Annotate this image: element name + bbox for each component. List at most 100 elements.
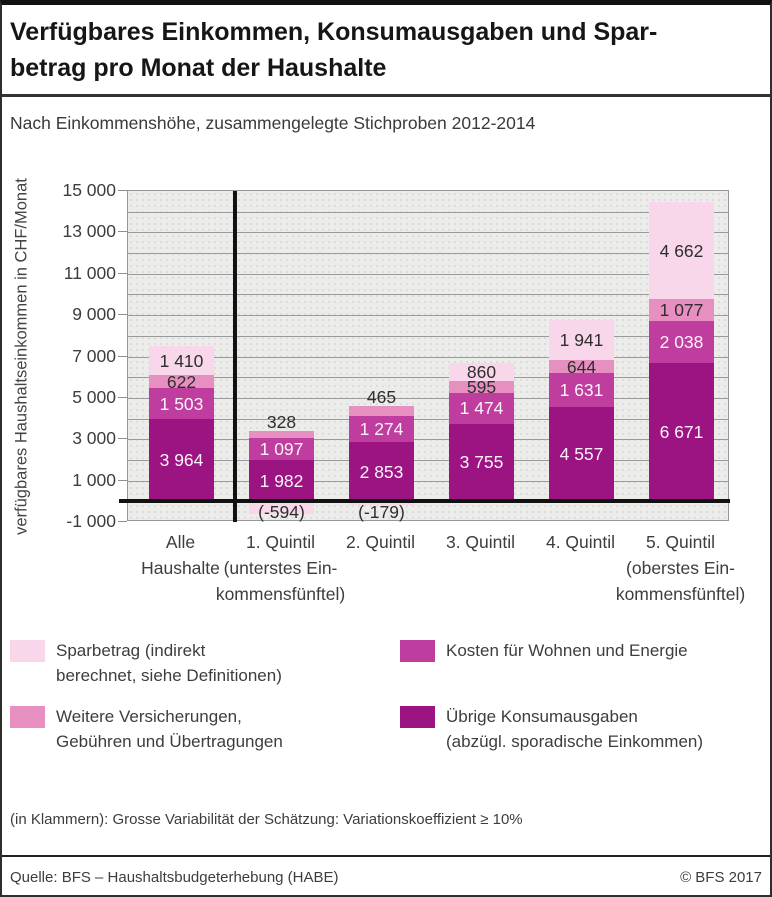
gridline: [128, 357, 728, 358]
bar-segment-sparbetrag: [249, 501, 314, 514]
bar-segment-versicherungen: [349, 406, 414, 416]
bar-segment-uebrige: [649, 363, 714, 502]
bar-value-label: 622: [166, 371, 197, 392]
bar-segment-uebrige: [149, 419, 214, 502]
bar-segment-sparbetrag: [449, 363, 514, 381]
legend-item-sparbetrag: Sparbetrag (indirekt berechnet, siehe De…: [10, 638, 400, 688]
bar-value-label: 1 097: [259, 438, 304, 459]
bar-segment-wohnen: [149, 388, 214, 420]
x-category-label: 4. Quintil: [545, 532, 616, 552]
bar-segment-versicherungen: [249, 430, 314, 438]
bar-segment-versicherungen: [149, 375, 214, 389]
bar-value-label: 1 077: [659, 300, 704, 320]
bar-segment-wohnen: [549, 373, 614, 408]
source-row: Quelle: BFS – Haushaltsbudgeterhebung (H…: [10, 869, 762, 886]
gridline: [128, 294, 728, 295]
y-tick-mark: [118, 396, 127, 398]
legend-label: Kosten für Wohnen und Energie: [446, 641, 688, 660]
zero-axis-line: [119, 499, 730, 504]
x-category-label: 2. Quintil: [345, 532, 416, 552]
y-tick-label: 11 000: [63, 262, 116, 283]
legend: Sparbetrag (indirekt berechnet, siehe De…: [10, 638, 764, 754]
bar-value-label: 1 410: [159, 350, 204, 371]
bar-segment-uebrige: [449, 423, 514, 502]
bar-value-label: 860: [466, 361, 497, 382]
bar-value-label: 6 671: [659, 422, 704, 443]
bar-value-label: 4 662: [659, 240, 704, 261]
bar-value-label: 1 274: [359, 419, 404, 440]
bar-segment-sparbetrag: [149, 346, 214, 376]
gridline: [128, 460, 728, 461]
y-tick-mark: [118, 272, 127, 274]
bar-segment-uebrige: [549, 407, 614, 502]
legend-item-uebrige: Übrige Konsumausgaben (abzügl. sporadisc…: [400, 704, 764, 754]
y-tick-mark: [118, 438, 127, 440]
y-tick-mark: [118, 231, 127, 233]
gridline: [128, 212, 728, 213]
bar-segment-versicherungen: [449, 380, 514, 394]
x-category-label: 5. Quintil (oberstes Ein- kommensfünftel…: [615, 532, 746, 604]
plot-area: 3 964 1 503 622 1 410 1 982 1 097 328 (-594) 2 8…: [119, 190, 730, 523]
y-tick-label: 15 000: [62, 180, 116, 200]
y-tick-label: -1 000: [66, 511, 116, 531]
page-title: Verfügbares Einkommen, Konsumausgaben un…: [2, 5, 770, 97]
bar-value-label: 328: [266, 411, 297, 432]
bar-segment-wohnen: [349, 415, 414, 443]
bar-segment-versicherungen: [649, 298, 714, 322]
stacked-bar-chart: verfügbares Haushaltseinkommen in CHF/Mo…: [2, 5, 770, 635]
bar-value-label: 1 982: [259, 470, 304, 491]
bar-segment-uebrige: [349, 442, 414, 502]
legend-item-wohnen: Kosten für Wohnen und Energie: [400, 638, 764, 688]
gridline: [128, 419, 728, 420]
gridline: [128, 377, 728, 378]
gridline: [128, 398, 728, 399]
bar-segment-sparbetrag: [649, 202, 714, 299]
legend-label: Sparbetrag (indirekt berechnet, siehe De…: [56, 641, 282, 685]
bar-segment-sparbetrag: [549, 319, 614, 360]
y-tick-mark: [118, 355, 127, 357]
legend-swatch-wohnen: [400, 640, 435, 662]
group-divider-line: [233, 191, 237, 522]
y-tick-label: 7 000: [72, 345, 116, 366]
x-category-label: Alle Haushalte: [141, 532, 220, 578]
bar-segment-versicherungen: [549, 359, 614, 374]
chart-subtitle: Nach Einkommenshöhe, zusammengelegte Sti…: [10, 113, 536, 133]
bar-value-label: 1 631: [559, 380, 604, 401]
source-text: Quelle: BFS – Haushaltsbudgeterhebung (H…: [10, 869, 339, 886]
bar-value-label: (-594): [258, 502, 305, 523]
bar-value-label: (-179): [358, 502, 405, 523]
bar-segment-wohnen: [649, 321, 714, 364]
bar-value-label: 595: [466, 376, 497, 397]
y-tick-label: 5 000: [72, 386, 116, 407]
x-category-label: 3. Quintil: [445, 532, 516, 552]
y-tick-mark: [118, 314, 127, 316]
y-tick-label: 1 000: [72, 469, 116, 490]
y-tick-mark: [118, 521, 127, 522]
bar-value-label: 1 474: [459, 398, 504, 419]
bar-value-label: 1 941: [559, 329, 604, 350]
bar-value-label: 3 755: [459, 452, 504, 473]
y-tick-mark: [118, 190, 127, 191]
gridline: [128, 481, 728, 482]
bar-value-label: 2 853: [359, 461, 404, 482]
y-tick-label: 3 000: [72, 428, 116, 449]
bar-segment-uebrige: [249, 460, 314, 502]
bar-value-label: 644: [566, 356, 597, 377]
legend-item-versicherungen: Weitere Versicherungen, Gebühren und Übe…: [10, 704, 400, 754]
copyright-text: © BFS 2017: [680, 869, 762, 886]
legend-label: Übrige Konsumausgaben (abzügl. sporadisc…: [446, 707, 704, 751]
bar-value-label: 4 557: [559, 444, 604, 465]
y-tick-mark: [118, 479, 127, 481]
bar-value-label: 1 503: [159, 393, 204, 414]
y-tick-label: 9 000: [72, 304, 116, 325]
bar-segment-wohnen: [249, 437, 314, 461]
bar-segment-wohnen: [449, 393, 514, 424]
source-divider: [2, 855, 770, 857]
gridline: [128, 439, 728, 440]
gridline: [128, 232, 728, 233]
legend-swatch-uebrige: [400, 706, 435, 728]
gridline: [128, 253, 728, 254]
gridline: [128, 274, 728, 275]
y-tick-label: 13 000: [62, 221, 116, 242]
